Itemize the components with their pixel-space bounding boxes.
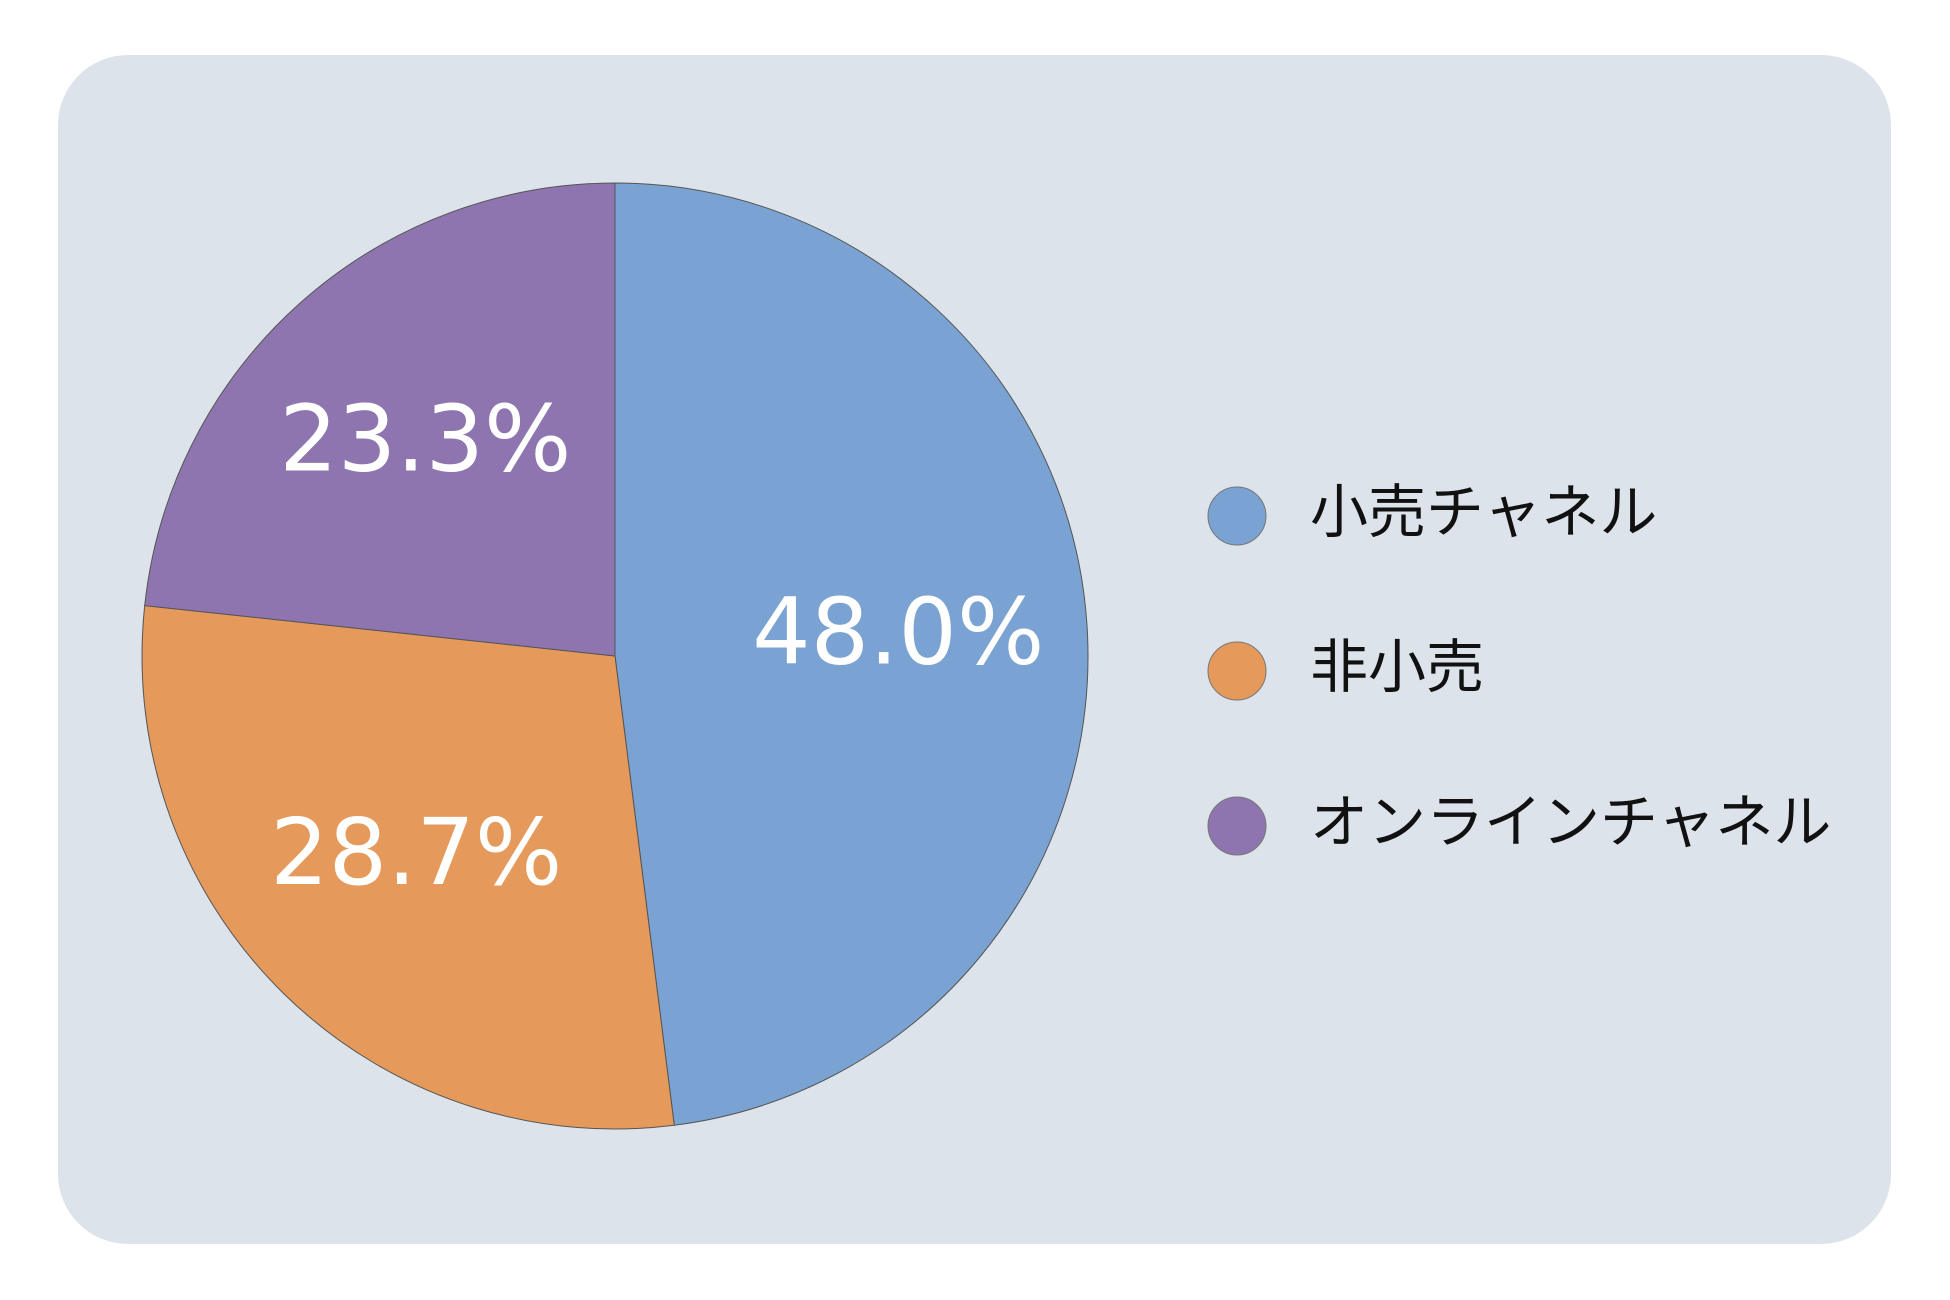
pie-slice [614,182,1089,1126]
legend-marker [1207,796,1267,856]
pie-slice [141,605,675,1130]
data-label: 28.7% [270,799,562,906]
legend-label: 非小売 [1310,633,1484,701]
legend-marker [1207,641,1267,701]
legend-label: オンラインチャネル [1310,788,1831,856]
data-label: 23.3% [279,385,571,492]
legend-label: 小売チャネル [1310,478,1657,546]
legend-marker [1207,486,1267,546]
data-label: 48.0% [752,579,1044,686]
pie-slice [144,182,616,657]
